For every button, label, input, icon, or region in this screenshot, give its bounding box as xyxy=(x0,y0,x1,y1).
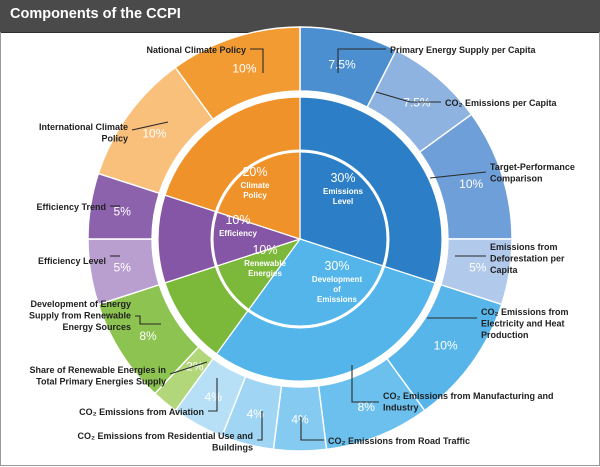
outer-value-label: 4% xyxy=(205,390,223,404)
leader-line xyxy=(429,171,487,179)
category-label-efficiency-trend: Efficiency Trend xyxy=(36,202,106,212)
inner-value-label: 20% xyxy=(242,165,267,179)
outer-value-label: 7.5% xyxy=(328,57,356,71)
inner-value-label: 10% xyxy=(252,243,277,257)
inner-slice-efficiency xyxy=(157,194,302,284)
inner-category-label: of xyxy=(333,285,341,294)
category-label-share-of-renewable-energies-in-total-primary-energies-supply: Share of Renewable Energies in xyxy=(29,365,166,375)
outer-value-label: 4% xyxy=(247,407,265,421)
chart-title: Components of the CCPI xyxy=(10,6,181,22)
inner-category-label: Emissions xyxy=(317,295,358,304)
inner-category-label: Renewable xyxy=(244,259,286,268)
outer-ring: 7.5% 7.5% 10% 5% 10% 8% 4% 4% 4% 2% 8% 5% 5% 10% 10% xyxy=(87,26,513,452)
leader-line xyxy=(351,365,379,403)
inner-category-label: Level xyxy=(333,197,353,206)
leader-line xyxy=(375,91,441,103)
category-label-development-of-energy-supply-from-renewable-energy-sources: Energy Sources xyxy=(62,322,131,332)
category-label-co2-emissions-from-residential-use-and-buildings: CO₂ Emissions from Residential Use and xyxy=(77,431,253,441)
category-label-international-climate-policy: International Climate xyxy=(39,122,128,132)
category-label-development-of-energy-supply-from-renewable-energy-sources: Development of Energy xyxy=(30,299,131,309)
category-label-emissions-from-deforestation-per-capita: Capita xyxy=(490,265,519,275)
category-label-efficiency-level: Efficiency Level xyxy=(38,256,106,266)
category-labels: Primary Energy Supply per Capita CO₂ Emis… xyxy=(29,45,575,453)
inner-value-label: 30% xyxy=(324,259,349,273)
outer-value-label: 10% xyxy=(459,177,483,191)
leader-line xyxy=(131,121,169,131)
category-label-primary-energy-supply-per-capita: Primary Energy Supply per Capita xyxy=(390,45,537,55)
leader-line xyxy=(300,417,324,441)
category-label-co2-emissions-from-electricity-and-heat-production: Production xyxy=(481,330,529,340)
outer-value-label: 10% xyxy=(434,338,458,352)
category-label-co2-emissions-from-manufacturing-and-industry: CO₂ Emissions from Manufacturing and xyxy=(383,391,554,401)
category-label-co2-emissions-from-manufacturing-and-industry: Industry xyxy=(383,403,419,413)
category-label-development-of-energy-supply-from-renewable-energy-sources: Supply from Renewable xyxy=(29,311,131,321)
outer-value-label: 7.5% xyxy=(403,96,431,110)
outer-value-label: 4% xyxy=(291,413,309,427)
inner-slice-emissions-level xyxy=(299,96,443,284)
inner-category-label: Development xyxy=(312,275,363,284)
leader-line xyxy=(337,48,386,73)
leader-lines xyxy=(110,48,487,441)
category-label-co2-emissions-from-residential-use-and-buildings: Buildings xyxy=(212,443,253,453)
category-label-target-performance-comparison: Target-Performance xyxy=(490,162,575,172)
category-label-co2-emissions-from-road-traffic: CO₂ Emissions from Road Traffic xyxy=(328,436,470,446)
category-label-emissions-from-deforestation-per-capita: Deforestation per xyxy=(490,254,565,264)
inner-category-label: Climate xyxy=(241,181,270,190)
outer-value-label: 8% xyxy=(358,400,376,414)
outer-value-label: 10% xyxy=(232,61,256,75)
inner-ring: 30%EmissionsLevel30%DevelopmentofEmissio… xyxy=(157,96,443,382)
inner-category-label: Energies xyxy=(248,269,282,278)
leader-line xyxy=(208,378,218,412)
outer-value-label: 5% xyxy=(114,261,132,275)
inner-slice-climate-policy xyxy=(164,96,301,240)
category-label-co2-emissions-from-aviation: CO₂ Emissions from Aviation xyxy=(79,407,204,417)
category-label-share-of-renewable-energies-in-total-primary-energies-supply: Total Primary Energies Supply xyxy=(36,377,166,387)
outer-value-label: 5% xyxy=(469,261,487,275)
outer-value-label: 10% xyxy=(142,127,166,141)
inner-category-label: Efficiency xyxy=(219,229,257,238)
outer-value-label: 2% xyxy=(186,360,204,374)
category-label-emissions-from-deforestation-per-capita: Emissions from xyxy=(490,242,558,252)
inner-category-label: Policy xyxy=(243,191,267,200)
outer-value-label: 5% xyxy=(114,204,132,218)
category-label-co2-emissions-from-electricity-and-heat-production: CO₂ Emissions from xyxy=(481,307,569,317)
inner-hub-ring xyxy=(210,149,390,329)
category-label-international-climate-policy: Policy xyxy=(101,134,128,144)
leader-line xyxy=(250,48,264,73)
outer-value-label: 8% xyxy=(139,329,157,343)
inner-category-label: Emissions xyxy=(323,187,364,196)
category-label-target-performance-comparison: Comparison xyxy=(490,174,543,184)
category-label-co2-emissions-per-capita: CO₂ Emissions per Capita xyxy=(445,98,558,108)
category-label-national-climate-policy: National Climate Policy xyxy=(146,45,246,55)
category-label-co2-emissions-from-electricity-and-heat-production: Electricity and Heat xyxy=(481,319,565,329)
inner-value-label: 10% xyxy=(225,213,250,227)
leader-line xyxy=(169,361,208,375)
leader-line xyxy=(135,315,161,325)
inner-value-label: 30% xyxy=(330,171,355,185)
leader-line xyxy=(257,411,263,441)
